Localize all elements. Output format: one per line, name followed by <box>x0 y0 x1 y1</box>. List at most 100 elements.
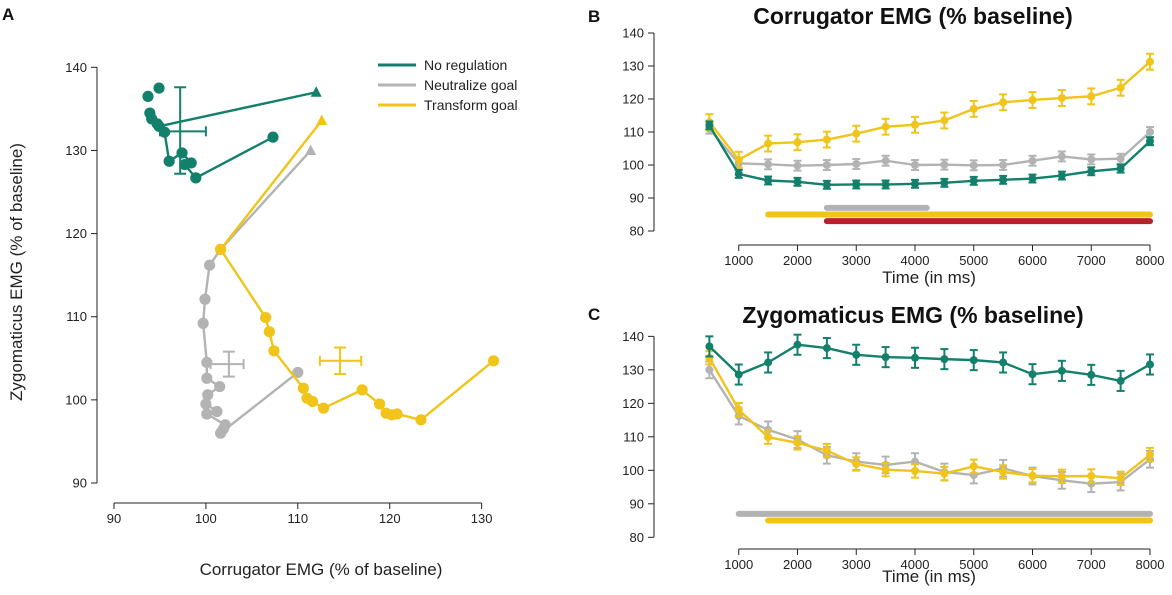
panel-b-y-tick-label: 140 <box>622 26 644 41</box>
data-point-no-regulation <box>163 155 175 167</box>
panel-b-data-point-neutralize <box>969 161 978 170</box>
data-point-neutralize <box>214 380 226 393</box>
panel-b-x-tick-label: 7000 <box>1077 253 1106 268</box>
panel-c-data-point-no-regulation <box>1057 366 1066 375</box>
panel-b-data-point-no-regulation <box>881 180 890 189</box>
panel-b-x-tick-label: 6000 <box>1018 253 1047 268</box>
panel-c-data-point-transform <box>1028 471 1037 480</box>
panel-b-data-point-no-regulation <box>911 179 919 188</box>
panel-c-x-tick-label: 8000 <box>1136 557 1165 572</box>
data-point-no-regulation <box>267 131 279 143</box>
panel-b-x-tick-label: 3000 <box>842 253 871 268</box>
panel-c-data-point-transform <box>822 446 831 455</box>
panel-c-data-point-transform <box>1087 472 1096 481</box>
data-point-transform <box>268 345 280 357</box>
panel-b-y-tick-label: 90 <box>630 191 644 206</box>
panel-b-data-point-neutralize <box>1116 154 1125 163</box>
panel-a-y-tick-label: 130 <box>65 143 87 158</box>
panel-c-data-point-no-regulation <box>734 370 743 379</box>
panel-label-c: C <box>588 305 600 324</box>
data-point-transform <box>297 382 309 394</box>
panel-c-data-point-transform <box>764 433 773 442</box>
panel-b-data-point-no-regulation <box>1087 167 1096 176</box>
panel-c-data-point-no-regulation <box>911 353 919 362</box>
panel-b-plot <box>705 52 1154 225</box>
panel-c-x-tick-label: 7000 <box>1077 557 1106 572</box>
panel-b-data-point-neutralize <box>1028 156 1037 165</box>
panel-b-data-point-neutralize <box>1057 152 1066 161</box>
data-point-transform <box>391 408 403 420</box>
panel-b-data-point-neutralize <box>940 160 949 169</box>
panel-c-data-point-no-regulation <box>940 355 949 364</box>
data-point-no-regulation <box>179 158 191 171</box>
panel-b-data-point-transform <box>793 138 802 147</box>
panel-b-y-tick-label: 100 <box>622 158 644 173</box>
panel-c-data-point-transform <box>1057 472 1066 481</box>
panel-c-series-line-no-regulation <box>708 343 1151 383</box>
panel-b-title: Corrugator EMG (% baseline) <box>753 3 1072 29</box>
panel-c-plot <box>705 333 1154 524</box>
panel-c-data-point-neutralize <box>705 365 714 374</box>
panel-c-y-tick-label: 100 <box>622 463 644 478</box>
data-point-neutralize <box>215 427 227 439</box>
panel-a-x-tick-label: 90 <box>107 511 121 526</box>
panel-b-y-tick-label: 110 <box>623 125 644 140</box>
panel-b-data-point-no-regulation <box>705 121 714 130</box>
panel-c-data-point-no-regulation <box>793 340 802 349</box>
panel-a-x-tick-label: 100 <box>195 511 217 526</box>
panel-b-data-point-transform <box>999 98 1008 107</box>
legend: No regulation Neutralize goal Transform … <box>378 57 518 113</box>
panel-b-data-point-no-regulation <box>822 180 831 189</box>
data-point-no-regulation <box>142 90 154 103</box>
data-point-neutralize <box>201 408 213 420</box>
panel-c-y-tick-label: 110 <box>623 429 644 444</box>
panel-a-y-tick-label: 140 <box>65 60 87 75</box>
legend-label-no-regulation: No regulation <box>424 57 507 73</box>
panel-a-axes: 90 100 110 120 130 90 100 110 120 130 140 <box>65 60 492 526</box>
panel-b-data-point-no-regulation <box>1028 174 1037 183</box>
panel-b-data-point-neutralize <box>881 156 890 165</box>
panel-c-data-point-no-regulation <box>1087 370 1096 379</box>
data-point-neutralize <box>202 389 214 401</box>
data-point-transform <box>317 402 330 414</box>
panel-a-xlabel: Corrugator EMG (% of baseline) <box>200 560 443 579</box>
panel-c-y-tick-label: 90 <box>630 496 644 511</box>
panel-b-data-point-transform <box>1028 95 1037 104</box>
panel-a-x-tick-label: 120 <box>379 511 401 526</box>
panel-c-data-point-no-regulation <box>1116 376 1125 385</box>
panel-c-data-point-no-regulation <box>1028 370 1037 379</box>
data-point-neutralize <box>200 398 212 410</box>
series-line-transform <box>219 119 495 422</box>
panel-b-data-point-neutralize <box>852 160 861 169</box>
data-point-transform <box>306 395 319 408</box>
panel-b-data-point-no-regulation <box>764 176 773 185</box>
panel-b-y-tick-label: 120 <box>622 92 644 107</box>
panel-a-y-tick-label: 90 <box>73 476 87 491</box>
panel-label-a: A <box>2 5 14 24</box>
panel-c-x-tick-label: 6000 <box>1018 557 1047 572</box>
panel-b-data-point-neutralize <box>793 161 802 170</box>
panel-c-x-tick-label: 1000 <box>724 557 753 572</box>
data-point-no-regulation <box>190 172 202 184</box>
panel-c-data-point-transform <box>881 465 890 474</box>
start-marker-neutralize <box>305 144 317 155</box>
panel-c-data-point-no-regulation <box>705 342 714 351</box>
panel-b-xlabel: Time (in ms) <box>882 268 976 287</box>
panel-a-y-tick-label: 110 <box>66 309 87 324</box>
panel-a-x-tick-label: 130 <box>471 511 493 526</box>
panel-c-data-point-no-regulation <box>822 344 831 353</box>
panel-b-data-point-transform <box>822 135 831 144</box>
panel-b-data-point-transform <box>911 120 919 129</box>
panel-b-data-point-no-regulation <box>1146 137 1154 146</box>
panel-b-x-tick-label: 8000 <box>1136 253 1165 268</box>
panel-b-y-tick-label: 80 <box>630 224 644 239</box>
panel-b-data-point-no-regulation <box>1057 171 1066 180</box>
panel-a-ylabel: Zygomaticus EMG (% of baseline) <box>7 143 26 401</box>
panel-b-data-point-neutralize <box>911 161 919 169</box>
panel-c-axes: 1000 2000 3000 4000 5000 6000 7000 8000 80 90 100 1… <box>622 329 1164 572</box>
panel-b-data-point-no-regulation <box>852 180 861 189</box>
panel-c-data-point-no-regulation <box>969 356 978 365</box>
panel-c-data-point-no-regulation <box>852 350 861 359</box>
panel-b-data-point-neutralize <box>1087 155 1096 164</box>
data-point-transform <box>487 355 500 367</box>
